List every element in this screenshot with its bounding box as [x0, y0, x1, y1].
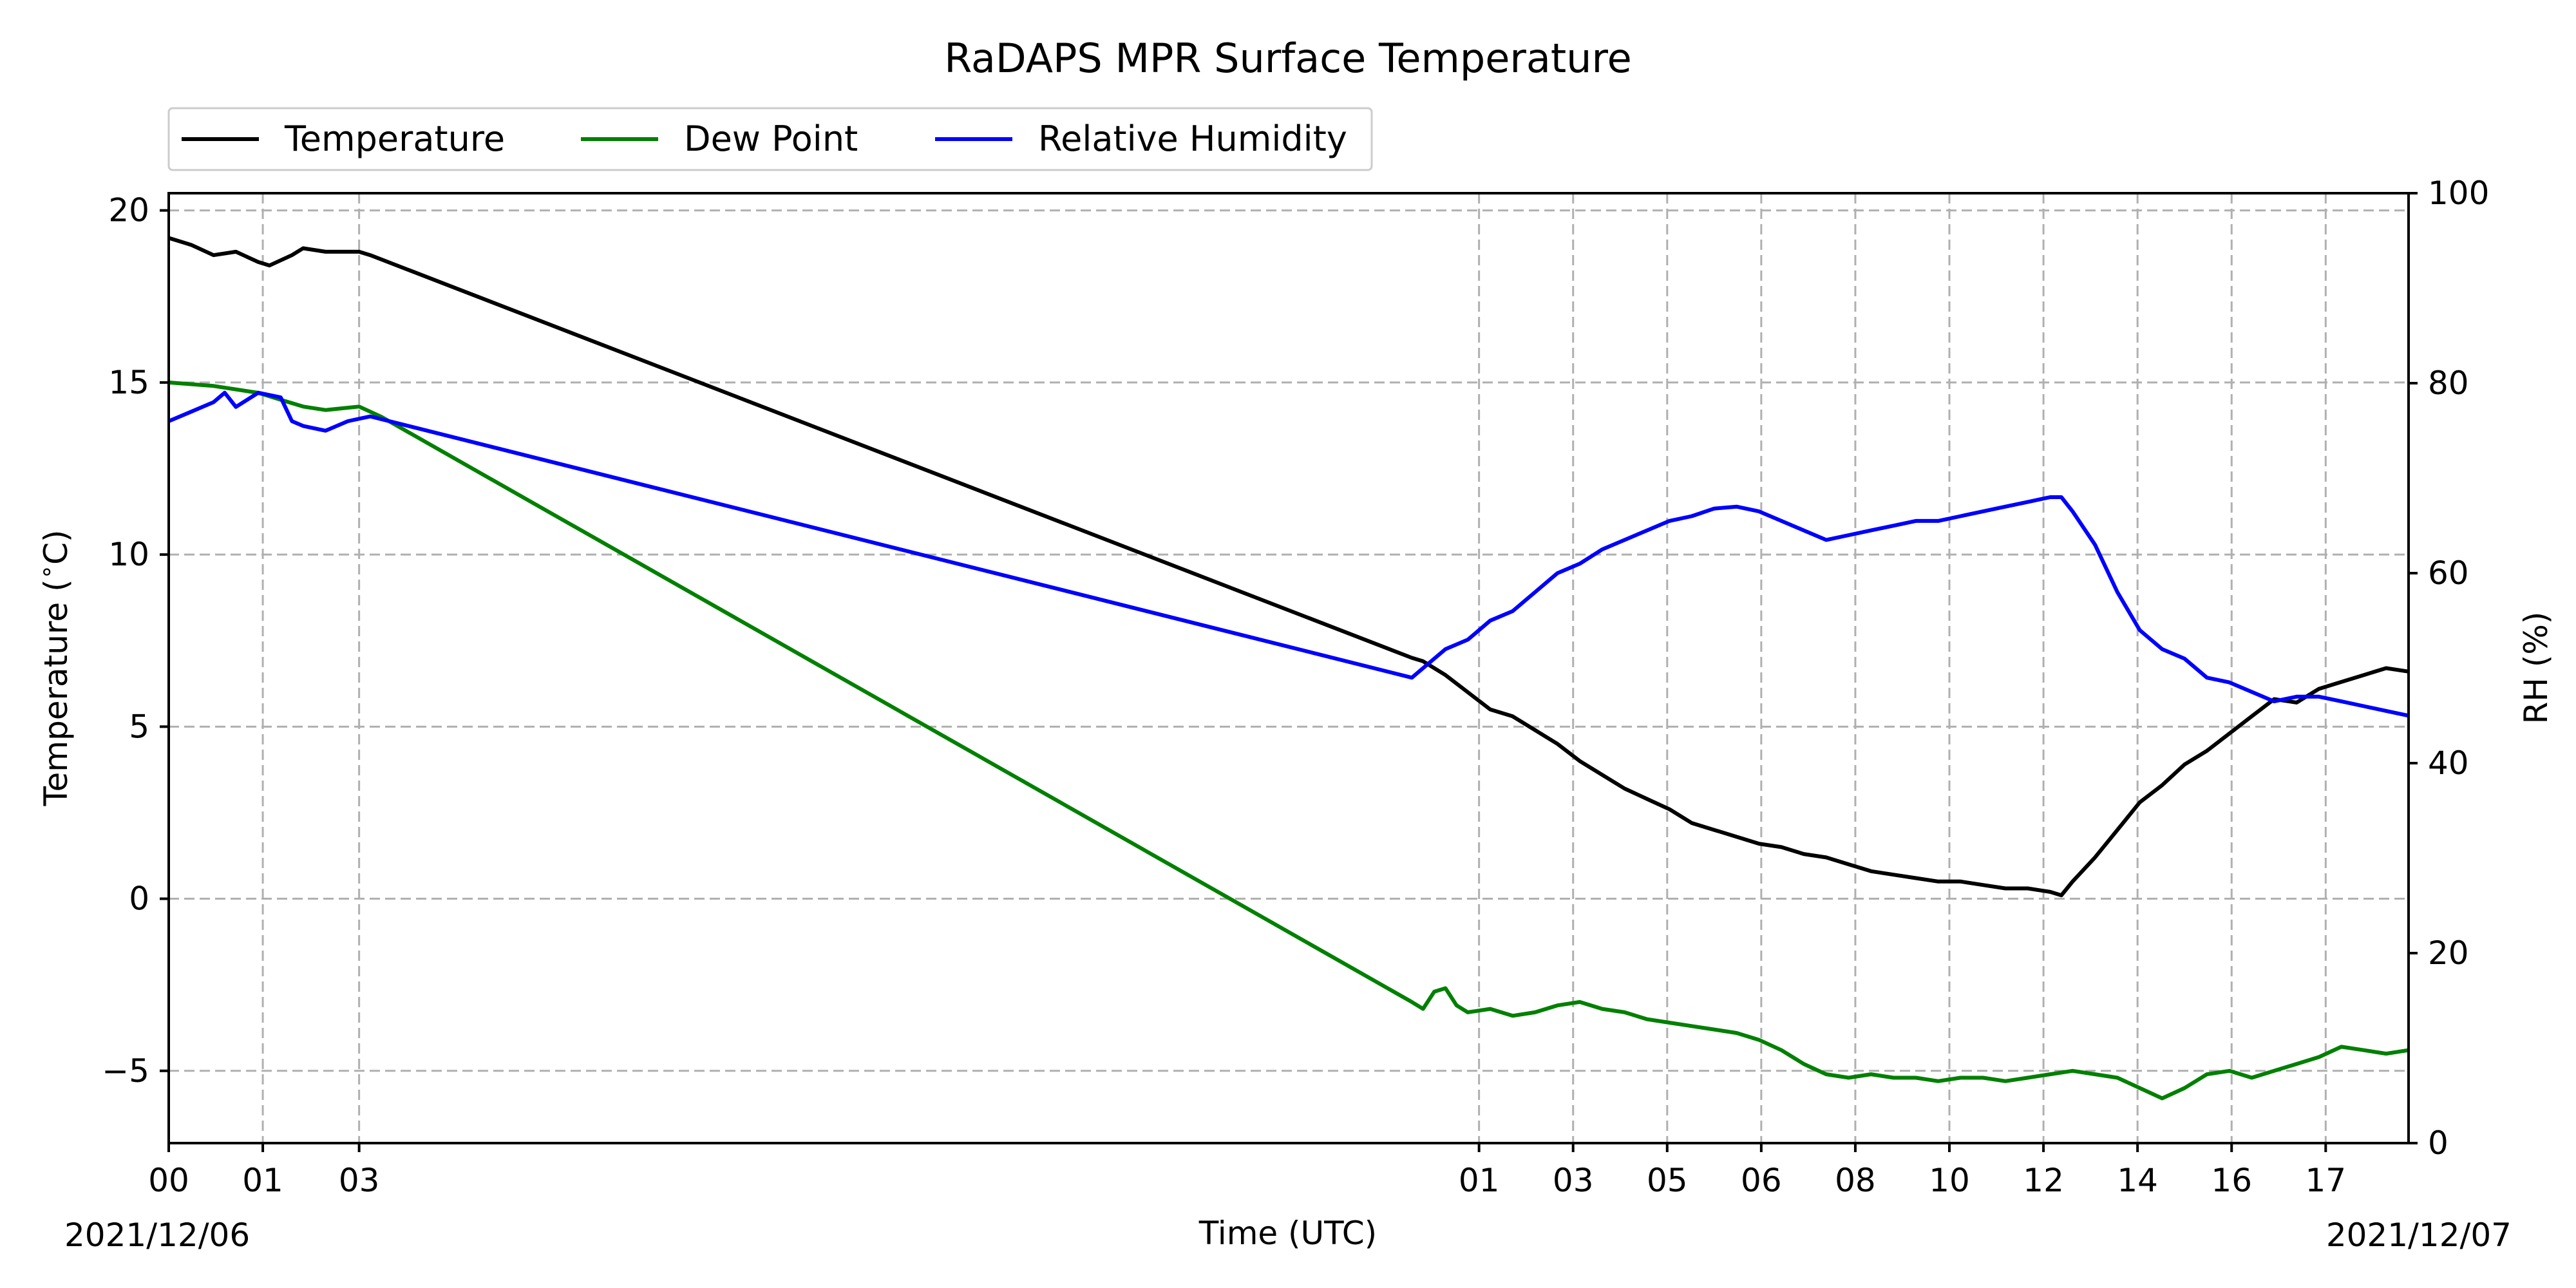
y-tick-label-left: −5	[102, 1052, 149, 1090]
x-tick-label: 06	[1741, 1162, 1782, 1199]
y-axis-label-right: RH (%)	[2517, 612, 2555, 724]
y-tick-label-left: 10	[108, 536, 149, 573]
y-tick-label-left: 20	[108, 192, 149, 229]
y-tick-label-left: 5	[129, 708, 149, 745]
x-tick-label: 17	[2306, 1162, 2347, 1199]
legend-box	[167, 107, 1373, 171]
x-tick-label: 14	[2117, 1162, 2158, 1199]
series-line-relative-humidity	[167, 390, 2409, 718]
ticks: 00 01 03 01 03 05 06 08 10 12 14 16 17−5051015200204…	[102, 175, 2489, 1199]
chart-title: RaDAPS MPR Surface Temperature	[944, 35, 1632, 82]
x-tick-label: 03	[1553, 1162, 1594, 1199]
x-tick-label: 10	[1929, 1162, 1970, 1199]
series-lines	[167, 236, 2409, 1101]
y-tick-label-right: 0	[2428, 1124, 2448, 1162]
legend-label-temperature: Temperature	[284, 118, 505, 159]
date-end-label: 2021/12/07	[2326, 1217, 2512, 1254]
x-tick-label: 05	[1647, 1162, 1688, 1199]
y-tick-label-left: 15	[108, 364, 149, 401]
date-start-label: 2021/12/06	[64, 1217, 250, 1254]
x-tick-label: 03	[339, 1162, 380, 1199]
y-tick-label-right: 100	[2428, 175, 2489, 212]
grid	[167, 193, 2409, 1143]
x-tick-label: 01	[242, 1162, 283, 1199]
legend: Temperature Dew Point Relative Humidity	[167, 107, 1373, 171]
series-line-temperature	[168, 236, 2409, 898]
series-line-dew-point	[168, 380, 2409, 1101]
y-tick-label-right: 60	[2428, 554, 2469, 592]
y-tick-label-right: 40	[2428, 744, 2469, 782]
x-axis-label: Time (UTC)	[1198, 1215, 1377, 1252]
plot-frame	[167, 192, 2410, 1144]
legend-label-dew-point: Dew Point	[684, 118, 858, 159]
y-tick-label-right: 80	[2428, 365, 2469, 402]
y-axis-label-left: Temperature (∘C)	[33, 529, 75, 806]
legend-label-relative-humidity: Relative Humidity	[1038, 118, 1347, 159]
y-tick-label-left: 0	[129, 880, 149, 918]
x-tick-label: 08	[1835, 1162, 1876, 1199]
x-tick-label: 00	[148, 1162, 189, 1199]
x-tick-label: 16	[2211, 1162, 2252, 1199]
x-tick-label: 12	[2023, 1162, 2064, 1199]
x-tick-label: 01	[1459, 1162, 1500, 1199]
y-tick-label-right: 20	[2428, 934, 2469, 972]
